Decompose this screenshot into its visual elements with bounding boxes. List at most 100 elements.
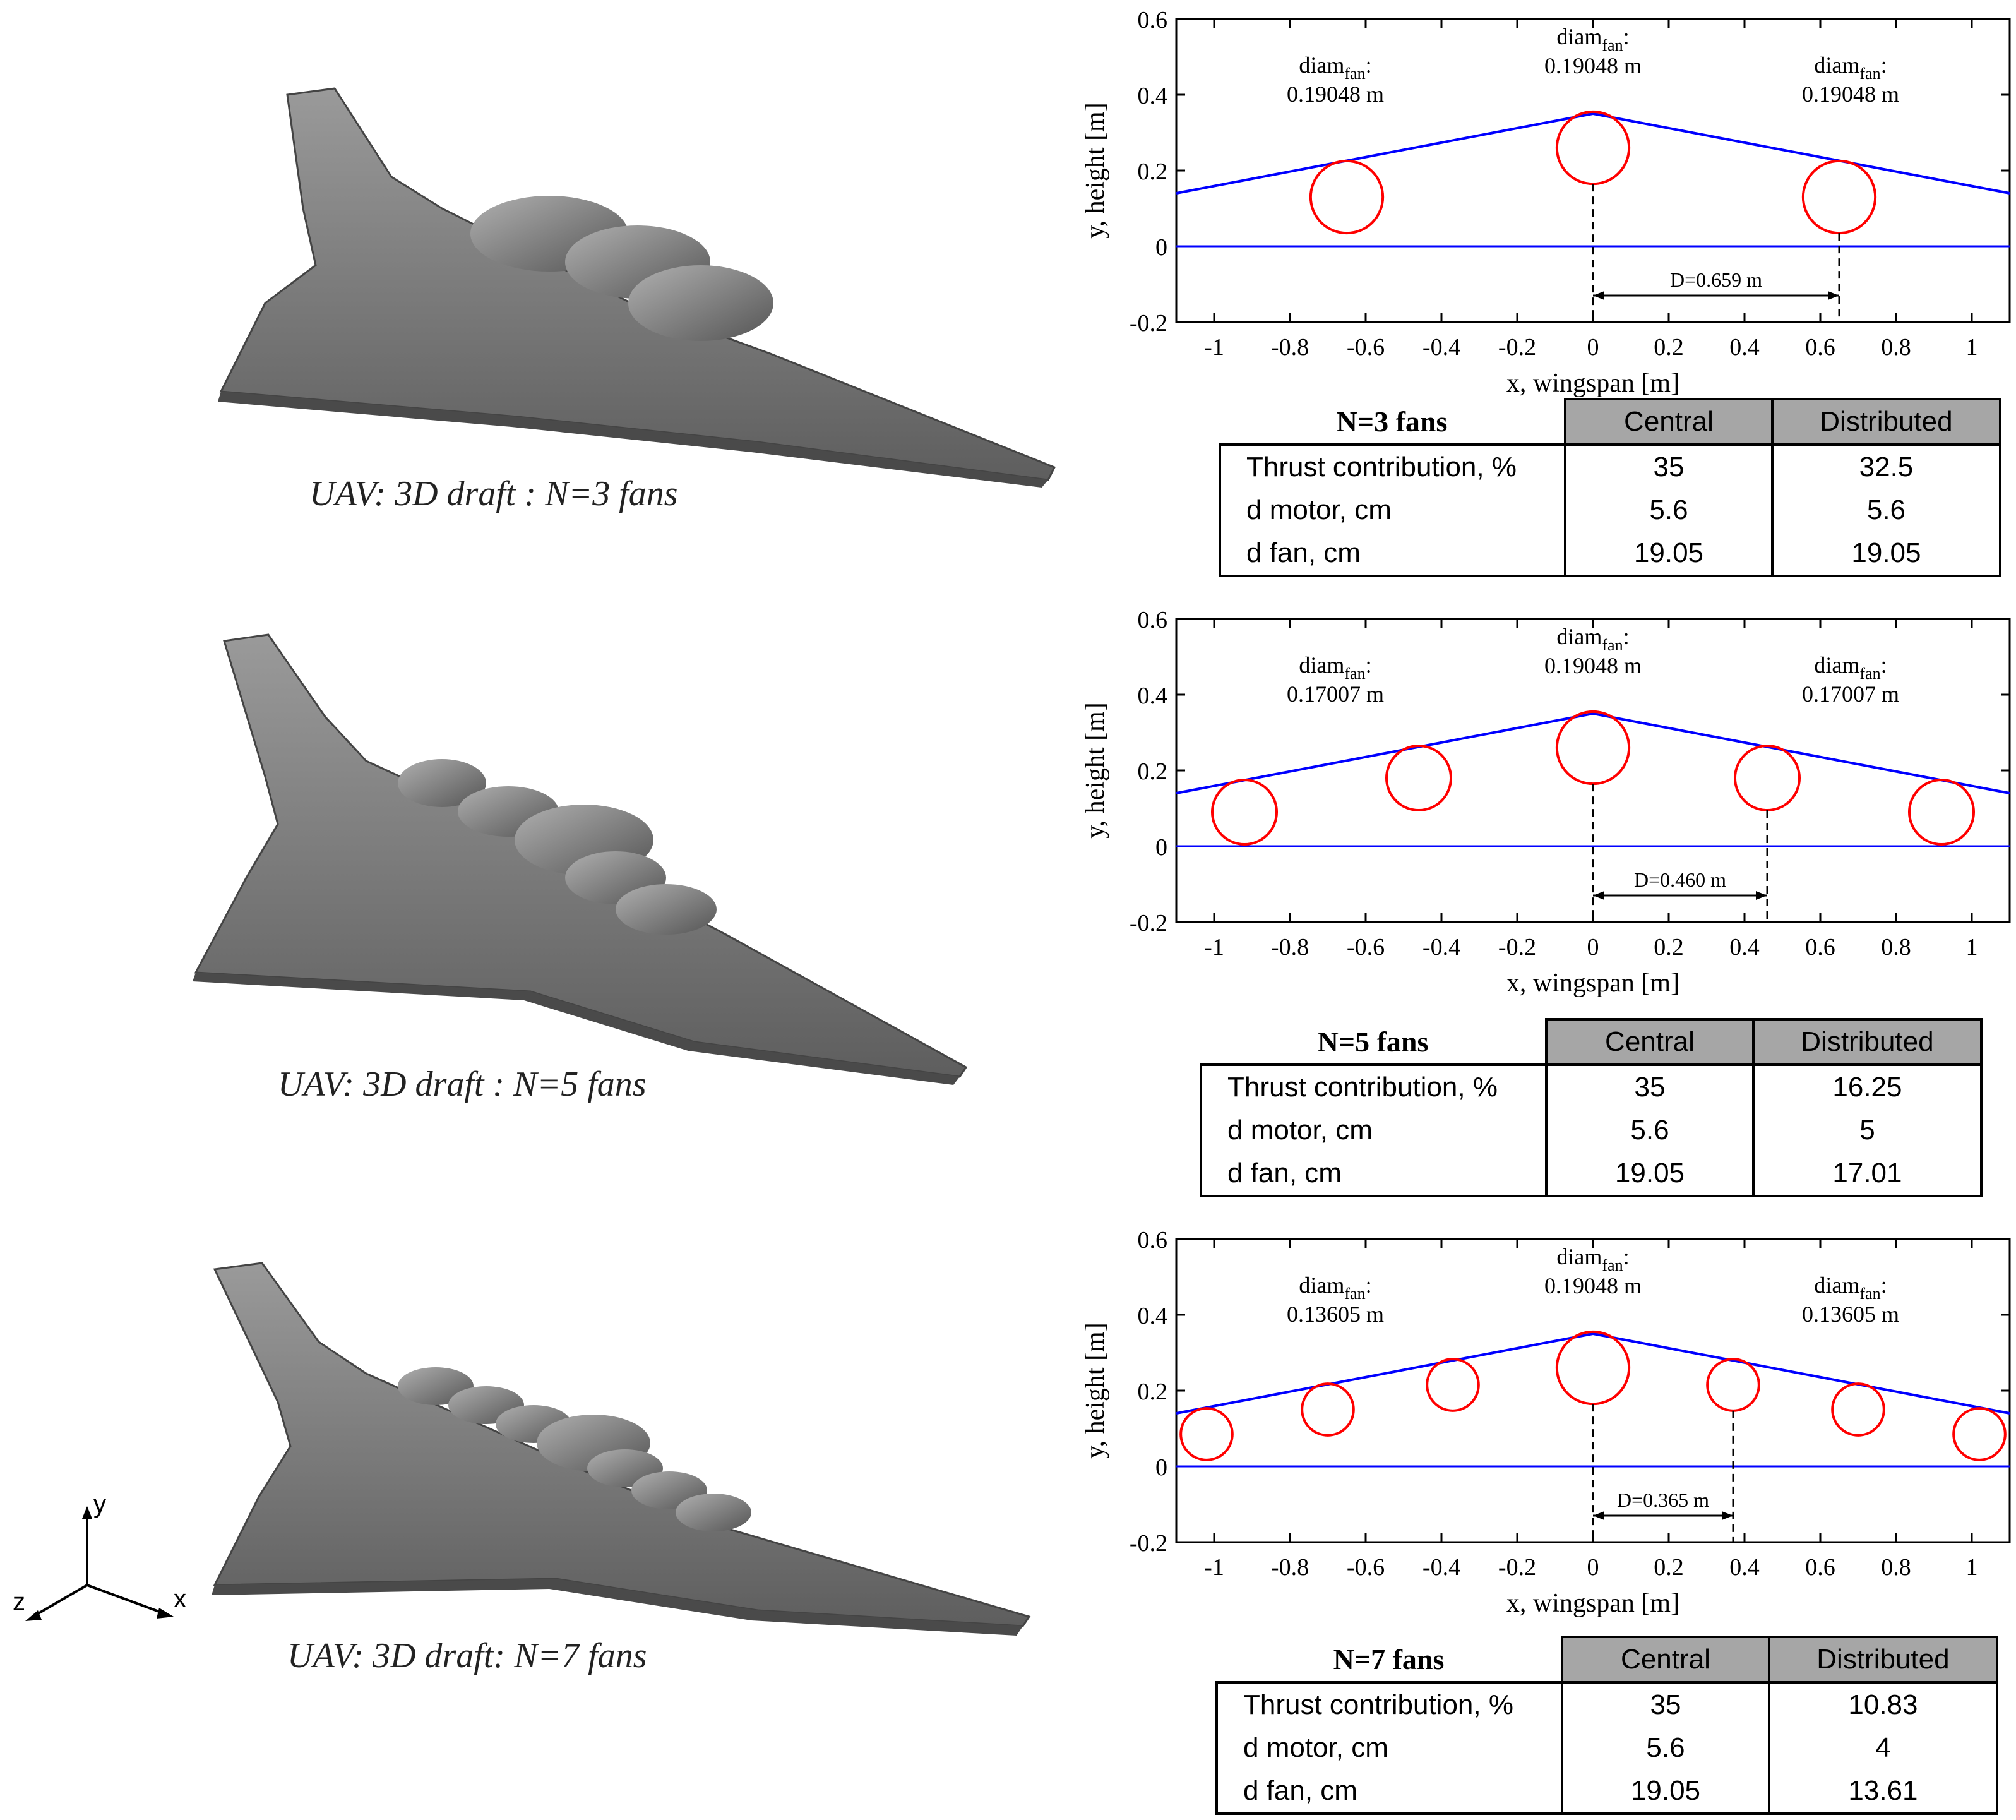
fan-circle — [1179, 1407, 1234, 1461]
cell-central: 35 — [1545, 1063, 1753, 1109]
fan-table-n7: N=7 fans Central Distributed Thrust cont… — [1215, 1636, 1999, 1815]
wing-line — [1176, 112, 2010, 195]
x-tick-label: 0.4 — [1729, 1554, 1760, 1581]
axis-z-label: z — [13, 1588, 25, 1616]
column-header-distributed: Distributed — [1767, 1636, 1999, 1684]
dimension-arrow — [1593, 891, 1604, 900]
cell-distributed: 19.05 — [1770, 532, 2002, 577]
xyz-axes-icon: y x z — [13, 1490, 186, 1621]
x-tick-label: -1 — [1204, 1554, 1224, 1581]
spacing-label: D=0.365 m — [1617, 1488, 1709, 1511]
row-label: d motor, cm — [1215, 1727, 1563, 1769]
fan-layout-plot-n7: 0.6 0.4 0.2 0 -0.2 -1 -0.8 -0.6 -0.4 -0.2 0 0.2 0.4 0… — [1081, 1227, 2011, 1618]
diam-label-left-title: diamfan: — [1299, 1272, 1371, 1303]
fan-table-n3: N=3 fans Central Distributed Thrust cont… — [1218, 398, 2002, 577]
fan-layout-plot-n3: 0.6 0.4 0.2 0 -0.2 -1 -0.8 -0.6 -0.4 -0.2 0 0.2 0.4 0… — [1081, 7, 2011, 398]
x-tick-label: -0.4 — [1423, 334, 1460, 361]
dimension-arrow — [1593, 1511, 1604, 1520]
row-label: d fan, cm — [1215, 1769, 1563, 1815]
fan-circle — [1301, 1382, 1355, 1437]
axis-y-label: y — [93, 1490, 106, 1518]
diam-label-center-value: 0.19048 m — [1544, 1273, 1642, 1298]
y-tick-label: 0.2 — [1138, 159, 1168, 185]
y-tick-label: 0.6 — [1138, 607, 1168, 633]
x-tick-label: -0.6 — [1347, 1554, 1385, 1581]
uav-drawing-n3 — [218, 87, 1056, 488]
fan-circle — [1555, 1330, 1631, 1406]
diam-label-right-title: diamfan: — [1814, 652, 1887, 683]
cell-central: 5.6 — [1561, 1727, 1769, 1769]
x-tick-label: -0.8 — [1271, 934, 1309, 961]
x-tick-label: -0.8 — [1271, 334, 1309, 361]
x-tick-label: 0 — [1587, 934, 1599, 961]
y-axis-label: y, height [m] — [1081, 1322, 1110, 1458]
uav-drawing-n5 — [193, 633, 968, 1085]
fan-circle — [1426, 1358, 1480, 1412]
x-tick-label: -1 — [1204, 334, 1224, 361]
table-title: N=3 fans — [1336, 405, 1448, 438]
x-tick-label: -0.6 — [1347, 334, 1385, 361]
x-tick-label: -1 — [1204, 934, 1224, 961]
y-tick-label: 0.2 — [1138, 1379, 1168, 1405]
y-tick-label: -0.2 — [1130, 910, 1167, 937]
x-tick-label: -0.4 — [1423, 934, 1460, 961]
fan-circle — [1706, 1358, 1760, 1412]
x-axis-label: x, wingspan [m] — [1506, 969, 1679, 998]
x-tick-label: 0 — [1587, 1554, 1599, 1581]
x-tick-label: 0.8 — [1881, 934, 1911, 961]
row-label: d motor, cm — [1199, 1109, 1547, 1152]
column-header-distributed: Distributed — [1751, 1018, 1983, 1066]
row-label: d motor, cm — [1218, 489, 1566, 532]
y-tick-label: 0 — [1155, 234, 1167, 261]
diam-label-left-value: 0.13605 m — [1287, 1302, 1384, 1327]
uav-drawing-n7 — [212, 1262, 1031, 1636]
cell-distributed: 4 — [1767, 1727, 1999, 1769]
x-tick-label: 0.8 — [1881, 334, 1911, 361]
x-axis-label: x, wingspan [m] — [1506, 1589, 1679, 1618]
y-tick-label: 0.4 — [1138, 1303, 1168, 1329]
x-tick-label: -0.2 — [1498, 934, 1536, 961]
diam-label-right-title: diamfan: — [1814, 1272, 1887, 1303]
y-tick-label: 0 — [1155, 834, 1167, 861]
cell-distributed: 13.61 — [1767, 1769, 1999, 1815]
cell-central: 35 — [1564, 443, 1772, 489]
x-tick-label: 0.4 — [1729, 934, 1760, 961]
spacing-label: D=0.659 m — [1670, 268, 1762, 291]
fan-circle — [1907, 778, 1976, 846]
y-axis-label: y, height [m] — [1081, 102, 1110, 238]
x-tick-label: -0.4 — [1423, 1554, 1460, 1581]
y-tick-label: 0.6 — [1138, 7, 1168, 33]
fan-circle — [1801, 159, 1877, 235]
fan-circle — [1210, 778, 1279, 846]
diam-label-left-title: diamfan: — [1299, 652, 1371, 683]
row-label: d fan, cm — [1199, 1152, 1547, 1197]
fan-circle — [1555, 110, 1631, 186]
diam-label-right-title: diamfan: — [1814, 52, 1887, 83]
cell-distributed: 32.5 — [1770, 443, 2002, 489]
wing-line — [1176, 1332, 2010, 1415]
diam-label-center-title: diamfan: — [1556, 24, 1629, 54]
x-tick-label: 0.2 — [1654, 934, 1684, 961]
cell-distributed: 16.25 — [1751, 1063, 1983, 1109]
diam-label-right-value: 0.13605 m — [1802, 1302, 1899, 1327]
uav-panel-n7: UAV: 3D draft: N=7 fans — [0, 1231, 1136, 1800]
diam-label-right-value: 0.17007 m — [1802, 681, 1899, 707]
x-tick-label: -0.2 — [1498, 1554, 1536, 1581]
fan-layout-plot-n5: 0.6 0.4 0.2 0 -0.2 -1 -0.8 -0.6 -0.4 -0.2 0 0.2 0.4 0… — [1081, 607, 2011, 998]
cell-central: 19.05 — [1561, 1769, 1769, 1815]
x-tick-label: -0.2 — [1498, 334, 1536, 361]
table-title: N=5 fans — [1317, 1025, 1429, 1058]
diam-label-left-value: 0.19048 m — [1287, 81, 1384, 107]
diam-label-center-title: diamfan: — [1556, 624, 1629, 654]
diam-label-left-title: diamfan: — [1299, 52, 1371, 83]
column-header-central: Central — [1545, 1018, 1755, 1066]
diam-label-left-value: 0.17007 m — [1287, 681, 1384, 707]
axis-x-label: x — [174, 1585, 186, 1613]
cell-central: 5.6 — [1564, 489, 1772, 532]
uav-panel-n5: UAV: 3D draft : N=5 fans — [0, 606, 1136, 1175]
uav-caption-n5: UAV: 3D draft : N=5 fans — [278, 1065, 647, 1104]
row-label: Thrust contribution, % — [1218, 443, 1566, 489]
cell-central: 5.6 — [1545, 1109, 1753, 1152]
cell-distributed: 5.6 — [1770, 489, 2002, 532]
dimension-arrow — [1828, 291, 1839, 300]
